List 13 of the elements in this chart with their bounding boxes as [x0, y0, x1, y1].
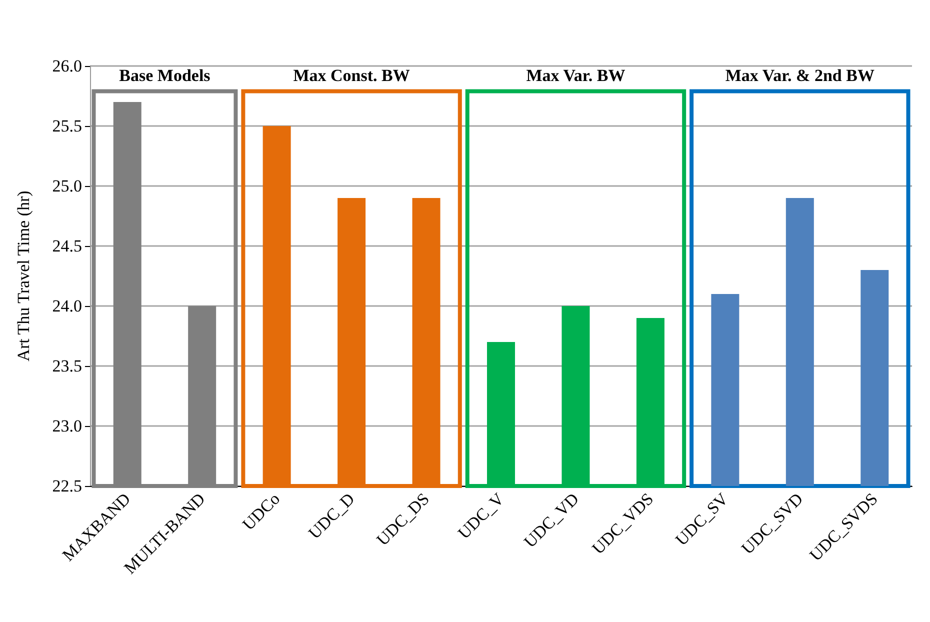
y-axis-title: Art Thu Travel Time (hr) [14, 190, 33, 362]
y-tick-label: 24.0 [52, 296, 82, 316]
y-tick-label: 24.5 [52, 236, 82, 256]
y-tick-label: 26.0 [52, 56, 82, 76]
band-label: Base Models [119, 66, 211, 86]
y-tick-label: 23.0 [52, 416, 82, 436]
band-label: Max Var. BW [526, 66, 626, 86]
y-tick-label: 25.0 [52, 176, 82, 196]
band-label: Max Var. & 2nd BW [725, 66, 874, 86]
band-label: Max Const. BW [293, 66, 410, 86]
y-tick-label: 23.5 [52, 356, 82, 376]
y-tick-label: 22.5 [52, 476, 82, 496]
y-tick-label: 25.5 [52, 116, 82, 136]
